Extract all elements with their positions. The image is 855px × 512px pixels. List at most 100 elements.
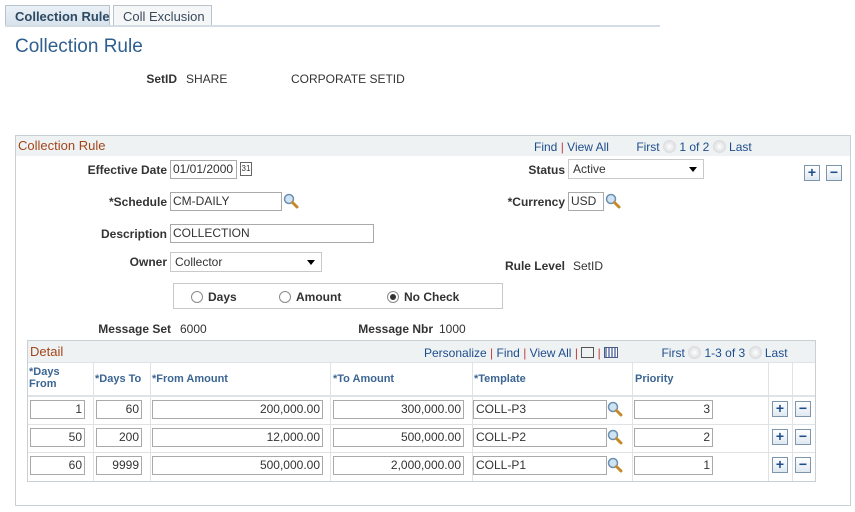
template-input[interactable]: COLL-P3: [473, 400, 607, 419]
effective-date-label: Effective Date: [87, 163, 167, 177]
status-label: Status: [528, 163, 565, 177]
to-amount-input[interactable]: 500,000.00: [333, 428, 464, 447]
days-to-input[interactable]: 60: [96, 400, 142, 419]
col-header-from-amount[interactable]: *From Amount: [152, 373, 228, 385]
col-header-template[interactable]: *Template: [474, 373, 526, 385]
detail-grid: [27, 340, 816, 482]
days-from-input[interactable]: 1: [30, 400, 85, 419]
to-amount-input[interactable]: 2,000,000.00: [333, 456, 464, 475]
from-amount-input[interactable]: 200,000.00: [152, 400, 323, 419]
priority-input[interactable]: 1: [634, 456, 713, 475]
previous-arrow-icon[interactable]: [662, 140, 676, 153]
effective-date-input[interactable]: 01/01/2000: [170, 160, 237, 179]
col-header-priority[interactable]: Priority: [635, 373, 674, 385]
tab-collection-rule[interactable]: Collection Rule: [5, 5, 110, 26]
add-row-button[interactable]: +: [804, 165, 820, 181]
add-row-button[interactable]: +: [772, 401, 788, 417]
first-link[interactable]: First: [661, 346, 685, 360]
from-amount-input[interactable]: 500,000.00: [152, 456, 323, 475]
row-divider: [28, 362, 815, 363]
check-type-radio-group: [173, 283, 503, 309]
priority-input[interactable]: 2: [634, 428, 713, 447]
days-to-input[interactable]: 9999: [96, 456, 142, 475]
previous-arrow-icon[interactable]: [688, 346, 702, 359]
add-row-button[interactable]: +: [772, 457, 788, 473]
col-divider: [792, 362, 793, 481]
find-link[interactable]: Find: [534, 140, 558, 154]
status-select[interactable]: Active: [568, 159, 704, 179]
from-amount-input[interactable]: 12,000.00: [152, 428, 323, 447]
setid-description: CORPORATE SETID: [291, 72, 405, 86]
add-row-button[interactable]: +: [772, 429, 788, 445]
personalize-link[interactable]: Personalize: [424, 346, 487, 360]
find-link[interactable]: Find: [496, 346, 520, 360]
tab-coll-exclusion[interactable]: Coll Exclusion: [113, 5, 212, 26]
schedule-input[interactable]: CM-DAILY: [170, 192, 282, 211]
setid-label: SetID: [146, 72, 177, 86]
owner-label: Owner: [129, 255, 167, 269]
currency-label: *Currency: [507, 195, 565, 209]
first-link[interactable]: First: [636, 140, 660, 154]
delete-row-button[interactable]: −: [795, 457, 811, 473]
col-divider: [93, 362, 94, 481]
row-count: 1 of 2: [679, 140, 710, 154]
col-header-days-from[interactable]: *Days From: [29, 366, 60, 390]
description-input[interactable]: COLLECTION: [170, 224, 374, 243]
message-set-label: Message Set: [98, 322, 171, 336]
message-nbr-label: Message Nbr: [358, 322, 433, 336]
view-all-link[interactable]: View All: [567, 140, 609, 154]
radio-button[interactable]: [191, 291, 203, 303]
detail-header: [28, 341, 815, 362]
last-link[interactable]: Last: [764, 346, 788, 360]
row-count: 1-3 of 3: [704, 346, 746, 360]
radio-label: Days: [208, 290, 237, 304]
col-divider: [632, 362, 633, 481]
days-from-input[interactable]: 50: [30, 428, 85, 447]
owner-value: Collector: [175, 255, 223, 269]
radio-button[interactable]: [387, 291, 399, 303]
view-all-link[interactable]: View All: [529, 346, 572, 360]
template-input[interactable]: COLL-P2: [473, 428, 607, 447]
message-set-value: 6000: [180, 322, 207, 336]
template-lookup-icon[interactable]: [607, 401, 623, 417]
schedule-label: *Schedule: [108, 195, 167, 209]
rule-level-label: Rule Level: [504, 259, 565, 273]
currency-input[interactable]: USD: [568, 192, 604, 211]
row-divider: [28, 424, 815, 425]
schedule-lookup-icon[interactable]: [283, 193, 299, 209]
spreadsheet-icon[interactable]: [604, 347, 619, 358]
message-nbr-value: 1000: [439, 322, 466, 336]
template-input[interactable]: COLL-P1: [473, 456, 607, 475]
priority-input[interactable]: 3: [634, 400, 713, 419]
radio-amount[interactable]: Amount: [279, 290, 341, 304]
delete-row-button[interactable]: −: [826, 165, 842, 181]
col-divider: [150, 362, 151, 481]
radio-button[interactable]: [279, 291, 291, 303]
col-header-days-to[interactable]: *Days To: [95, 373, 142, 385]
currency-lookup-icon[interactable]: [605, 193, 621, 209]
next-arrow-icon[interactable]: [748, 346, 762, 359]
radio-days[interactable]: Days: [191, 290, 237, 304]
rule-nav: Find | View All First 1 of 2 Last: [534, 140, 752, 154]
new-window-icon[interactable]: [581, 347, 595, 358]
section-title: Collection Rule: [18, 138, 106, 153]
radio-no-check[interactable]: No Check: [387, 290, 459, 304]
delete-row-button[interactable]: −: [795, 401, 811, 417]
template-lookup-icon[interactable]: [607, 457, 623, 473]
days-from-input[interactable]: 60: [30, 456, 85, 475]
last-link[interactable]: Last: [729, 140, 752, 154]
tab-divider: [5, 25, 660, 27]
row-divider: [28, 452, 815, 453]
col-header-to-amount[interactable]: *To Amount: [333, 373, 395, 385]
next-arrow-icon[interactable]: [712, 140, 726, 153]
setid-value: SHARE: [186, 72, 228, 86]
calendar-icon[interactable]: 31: [240, 162, 252, 176]
to-amount-input[interactable]: 300,000.00: [333, 400, 464, 419]
collection-rule-section: [15, 135, 851, 506]
template-lookup-icon[interactable]: [607, 429, 623, 445]
owner-select[interactable]: Collector: [170, 252, 322, 272]
detail-nav: Personalize | Find | View All | | First …: [424, 346, 788, 360]
delete-row-button[interactable]: −: [795, 429, 811, 445]
col-divider: [768, 362, 769, 481]
days-to-input[interactable]: 200: [96, 428, 142, 447]
